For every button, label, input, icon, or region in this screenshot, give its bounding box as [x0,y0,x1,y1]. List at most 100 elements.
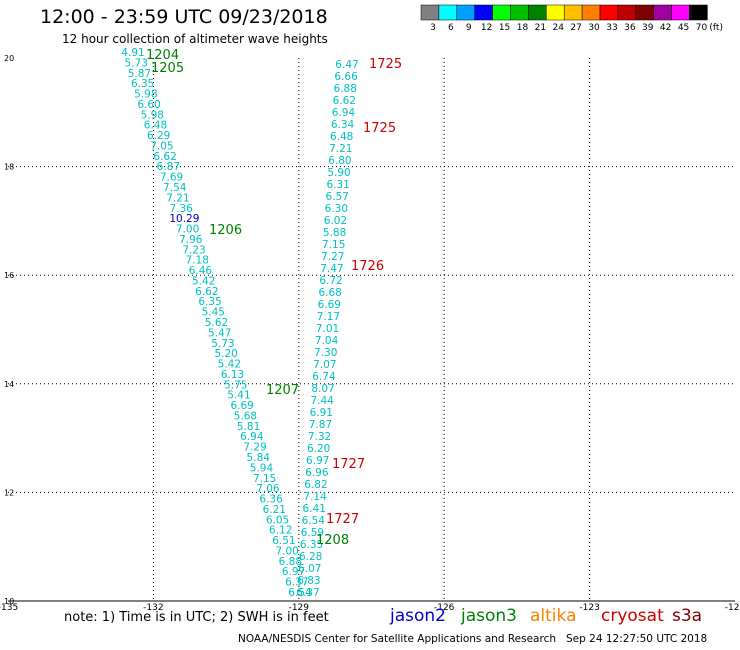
legend-swatch [510,4,529,21]
swh-value-track-a: 7.36 [169,203,193,215]
x-tick-label: -120 [725,603,740,613]
footer-credit: NOAA/NESDIS Center for Satellite Applica… [238,633,708,645]
swh-value-track-a: 7.69 [160,172,183,184]
swh-value-track-b: 5.90 [327,167,350,179]
swh-value-track-b: 6.83 [297,575,320,587]
legend-swatch [528,4,547,21]
swh-value-track-a: 5.47 [208,327,231,339]
legend-swatch [635,4,654,21]
swh-value-track-a: 10.29 [169,213,199,225]
swh-value-track-b: 7.44 [310,395,334,407]
swh-value-track-a: 6.46 [189,265,213,277]
swh-value-track-b: 6.30 [325,203,348,215]
swh-value-track-b: 6.47 [335,59,358,71]
legend-swatch [581,4,601,21]
swh-value-track-b: 7.01 [316,323,339,335]
swh-value-track-b: 6.72 [319,275,342,287]
time-label: 1206 [209,223,242,238]
swh-value-track-a: 5.73 [211,338,234,350]
swh-value-track-b: 6.28 [299,551,322,563]
swh-value-track-b: 6.66 [334,71,358,83]
swh-value-track-a: 7.54 [163,182,187,194]
swh-value-track-a: 5.98 [134,89,157,101]
swh-value-track-a: 5.42 [218,359,241,371]
swh-value-track-a: 6.29 [147,130,170,142]
legend-swatch [474,4,493,21]
swh-value-track-b: 6.96 [305,467,329,479]
swh-value-track-b: 6.74 [312,371,336,383]
swh-value-track-b: 7.87 [309,419,332,431]
swh-value-track-b: 6.41 [303,503,326,515]
swh-value-track-a: 6.97 [282,566,305,578]
swh-value-track-b: 7.15 [322,239,345,251]
swh-value-track-a: 7.00 [176,224,199,236]
swh-value-track-b: 5.88 [323,227,346,239]
time-label: 1725 [369,57,402,72]
swh-value-track-b: 8.07 [311,383,334,395]
satellite-name: altika [530,606,577,626]
swh-value-track-a: 6.54 [288,587,312,599]
swh-value-track-b: 7.32 [308,431,331,443]
swh-value-track-a: 5.41 [227,390,250,402]
legend-swatch [492,4,511,21]
swh-value-track-b: 7.47 [320,263,343,275]
legend-swatch [653,4,672,21]
legend-label: 6 [448,23,454,33]
swh-value-track-a: 7.21 [166,192,189,204]
swh-value-track-a: 6.21 [263,504,286,516]
chart-subtitle: 12 hour collection of altimeter wave hei… [62,32,328,46]
legend-label: 36 [624,23,636,33]
swh-value-track-b: 7.30 [314,347,337,359]
swh-value-track-b: 6.20 [307,443,330,455]
legend-label: 33 [606,23,617,33]
swh-value-track-a: 5.62 [205,317,228,329]
legend-swatch [563,4,583,21]
swh-value-track-a: 6.94 [240,431,264,443]
x-tick-label: -126 [434,603,455,613]
swh-value-track-b: 6.59 [301,527,324,539]
swh-value-track-b: 7.17 [317,311,340,323]
satellite-name: jason2 [390,606,446,626]
swh-value-track-b: 6.31 [326,179,349,191]
y-tick-label: 18 [4,163,14,172]
y-tick-label: 14 [4,380,14,389]
swh-value-track-a: 5.98 [141,109,164,121]
legend-swatch [546,4,565,21]
chart-title: 12:00 - 23:59 UTC 09/23/2018 [40,6,328,28]
legend-label: 70 [696,23,708,33]
swh-value-track-a: 7.29 [243,442,266,454]
time-label: 1727 [326,512,359,527]
legend-swatch [617,4,637,21]
legend-label: 21 [535,23,546,33]
swh-value-track-a: 5.81 [237,421,260,433]
legend-label: 30 [588,23,600,33]
swh-value-track-a: 6.87 [157,161,180,173]
swh-value-track-a: 6.69 [230,400,253,412]
swh-value-track-a: 6.13 [221,369,244,381]
swh-value-track-a: 6.37 [285,577,308,589]
legend-swatch [689,4,708,21]
swh-value-track-b: 6.91 [310,407,333,419]
swh-value-track-a: 6.35 [198,296,221,308]
swh-value-track-a: 7.05 [150,140,173,152]
swh-value-track-b: 6.02 [324,215,347,227]
legend-swatch [456,4,475,21]
swh-value-track-a: 6.60 [137,99,160,111]
swh-value-track-b: 6.48 [330,131,353,143]
time-label: 1725 [363,121,396,136]
swh-value-track-a: 7.96 [179,234,203,246]
swh-value-track-a: 7.23 [182,244,205,256]
swh-value-track-a: 6.62 [195,286,218,298]
swh-value-track-a: 4.91 [121,47,144,59]
swh-value-track-a: 5.42 [192,275,215,287]
x-tick-label: -123 [579,603,599,613]
satellite-name: jason3 [461,606,517,626]
time-label: 1204 [146,48,179,63]
swh-value-track-b: 6.54 [302,515,326,527]
legend-label: 42 [660,23,671,33]
x-tick-label: -132 [143,603,163,613]
swh-value-track-a: 6.88 [279,556,302,568]
swh-value-track-b: 6.57 [326,191,349,203]
x-tick-label: -129 [289,603,310,613]
swh-value-track-a: 6.05 [266,514,289,526]
